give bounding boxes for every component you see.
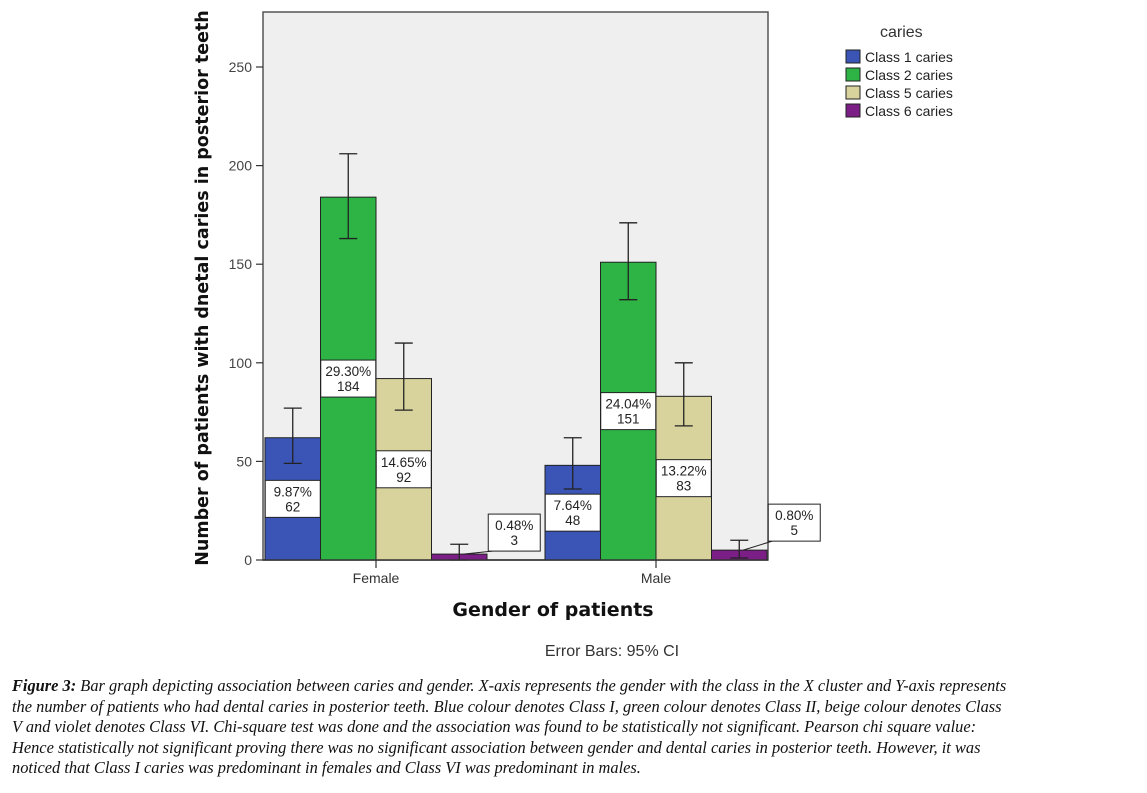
caption-label: Figure 3: — [12, 676, 77, 695]
y-tick-label: 250 — [229, 59, 253, 75]
y-tick-label: 150 — [229, 256, 253, 272]
legend-swatch — [845, 67, 861, 82]
data-label-count: 151 — [617, 412, 640, 427]
data-label-percent: 0.80% — [775, 508, 813, 523]
legend: caries Class 1 caries Class 2 caries Class… — [845, 24, 953, 119]
x-axis-label: Gender of patients — [452, 599, 653, 621]
data-label-count: 5 — [790, 523, 798, 538]
data-label-percent: 24.04% — [605, 397, 651, 412]
data-label-count: 48 — [565, 513, 580, 528]
data-label-box — [487, 513, 541, 552]
data-label-percent: 9.87% — [274, 484, 312, 499]
data-label-percent: 0.48% — [495, 518, 533, 533]
legend-swatch — [845, 103, 861, 118]
data-label-count: 83 — [676, 479, 691, 494]
caption-line-1-text: Bar graph depicting association between … — [76, 676, 1007, 695]
data-label-box — [375, 450, 432, 489]
data-label-percent: 14.65% — [381, 455, 427, 470]
caption-line-2: the number of patients who had dental ca… — [12, 696, 1002, 716]
data-label-percent: 29.30% — [325, 364, 371, 379]
legend-title: caries — [880, 24, 923, 41]
caption-line-1: Figure 3: Bar graph depicting associatio… — [12, 676, 1137, 697]
data-label-leader — [463, 550, 493, 555]
error-bars-note: Error Bars: 95% CI — [545, 643, 679, 660]
x-axis: Female Male — [263, 559, 768, 586]
data-label-percent: 7.64% — [554, 498, 592, 513]
data-label-count: 62 — [285, 499, 300, 514]
bars-group: 9.87%62 29.30%184 14.65%92 0.48%3 7.64%48 24.… — [264, 153, 821, 561]
caption-line-3: V and violet denotes Class VI. Chi-squar… — [12, 717, 977, 737]
legend-label: Class 5 caries — [865, 85, 953, 101]
data-label-percent: 13.22% — [661, 464, 707, 479]
legend-swatch — [845, 85, 861, 100]
data-label-count: 184 — [337, 379, 360, 394]
y-axis: 0 50 100 150 200 250 — [229, 59, 263, 568]
data-label-count: 92 — [396, 470, 411, 485]
legend-label: Class 2 caries — [865, 67, 953, 83]
x-tick-label: Male — [641, 570, 672, 586]
legend-label: Class 1 caries — [865, 49, 953, 65]
data-label-box — [600, 392, 657, 431]
data-label-box — [544, 493, 601, 532]
y-tick-label: 50 — [236, 453, 252, 469]
y-tick-label: 200 — [229, 158, 253, 174]
caption-line-5: noticed that Class I caries was predomin… — [12, 758, 641, 778]
data-label-box — [655, 459, 712, 498]
data-label-box — [264, 479, 321, 518]
y-axis-label: Number of patients with dnetal caries in… — [193, 10, 213, 566]
data-label-count: 3 — [510, 533, 518, 548]
data-label-box — [767, 503, 821, 542]
y-tick-label: 100 — [229, 355, 253, 371]
x-tick-label: Female — [353, 570, 400, 586]
data-label-box — [320, 359, 377, 398]
figure-caption: Figure 3: Bar graph depicting associatio… — [12, 676, 1137, 779]
data-label-leader — [743, 540, 773, 551]
legend-label: Class 6 caries — [865, 103, 953, 119]
y-tick-label: 0 — [244, 552, 252, 568]
bar-chart: 0 50 100 150 200 250 9.87%62 29.30%184 14.65%92… — [193, 10, 953, 660]
caption-line-4: Hence statistically not significant prov… — [12, 737, 981, 757]
legend-swatch — [845, 49, 861, 64]
